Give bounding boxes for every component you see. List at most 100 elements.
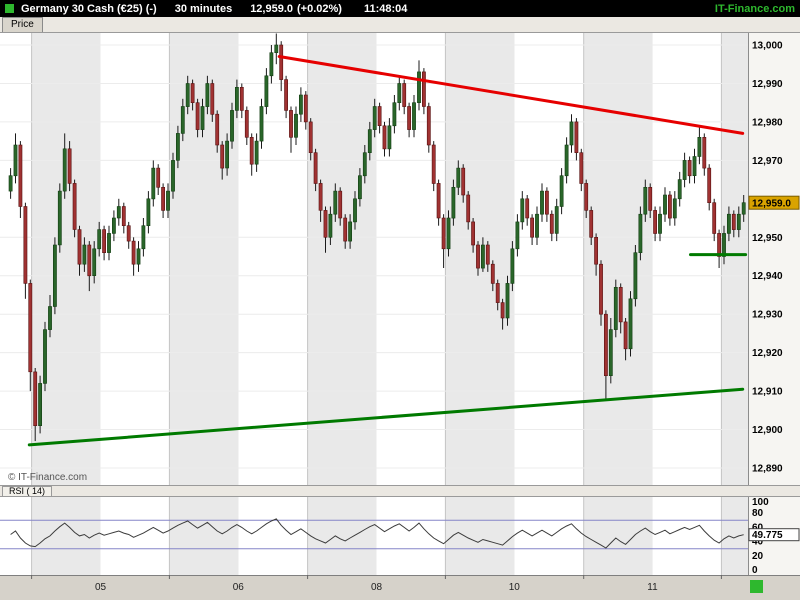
price-pane[interactable]: 13,000 12,990 12,980 12,970 12,950 12,940 12,9… <box>0 33 800 485</box>
candle <box>377 106 382 127</box>
candle <box>382 125 387 150</box>
candle <box>8 175 13 192</box>
candle <box>599 263 603 315</box>
last-price: 12,959.0 <box>250 2 294 15</box>
candle <box>107 233 111 253</box>
candle <box>638 213 643 253</box>
candle <box>574 121 579 154</box>
candle <box>653 210 658 234</box>
tab-rsi[interactable]: RSI ( 14) <box>2 485 53 497</box>
clock: 11:48:04 <box>363 2 408 15</box>
candle <box>412 102 416 130</box>
brand-link[interactable]: IT-Finance.com <box>714 2 795 15</box>
candle <box>264 75 269 107</box>
candle <box>67 148 72 184</box>
candle <box>102 229 107 254</box>
time-axis[interactable]: 05 06 08 10 11 <box>0 575 800 600</box>
candle <box>151 167 156 200</box>
candle <box>357 175 362 200</box>
candle <box>426 106 431 146</box>
price-axis: 13,000 12,990 12,980 12,970 12,950 12,940 12,9… <box>748 33 800 485</box>
candle <box>712 202 717 234</box>
candle <box>38 383 43 426</box>
candle <box>407 106 412 130</box>
candlestick-series <box>8 33 746 442</box>
price-axis-label: 12,910 <box>752 387 783 398</box>
candle <box>500 302 505 319</box>
candle <box>495 283 500 303</box>
support-trendline[interactable] <box>27 387 745 447</box>
candle <box>658 213 662 234</box>
candle <box>569 121 574 146</box>
candle <box>618 287 623 323</box>
time-axis-label: 06 <box>233 582 245 593</box>
candle <box>421 71 426 107</box>
price-axis-label: 12,890 <box>752 464 783 475</box>
candle <box>372 106 377 130</box>
brand-mark <box>750 580 763 593</box>
candle <box>672 198 677 219</box>
quote-group: 12,959.0 (+0.02%) <box>250 3 346 15</box>
candle <box>235 86 239 111</box>
rsi-axis-label: 60 <box>752 522 764 533</box>
rsi-series <box>10 518 744 549</box>
candle <box>210 83 215 115</box>
candle <box>254 140 259 165</box>
rsi-axis-label: 20 <box>752 551 764 562</box>
candle <box>535 213 539 238</box>
candle <box>687 160 692 177</box>
candle <box>362 152 367 177</box>
candle <box>348 221 353 242</box>
candle <box>141 225 146 250</box>
time-axis-label: 08 <box>371 582 383 593</box>
candle <box>328 213 333 238</box>
candle <box>52 244 57 307</box>
price-axis-label: 12,930 <box>752 310 783 321</box>
rsi-guides <box>0 519 748 550</box>
candle <box>677 179 682 200</box>
candle <box>220 144 225 169</box>
candle <box>318 183 323 211</box>
candle <box>540 190 544 215</box>
candle <box>510 248 515 284</box>
candle <box>584 183 589 211</box>
svg-text:49.775: 49.775 <box>752 530 783 541</box>
candle <box>663 194 667 215</box>
candle <box>594 237 599 265</box>
candle <box>303 94 308 123</box>
price-axis-label: 12,980 <box>752 117 783 128</box>
candle <box>697 137 702 157</box>
candle <box>515 221 520 250</box>
resistance-trendline[interactable] <box>277 55 745 135</box>
candle <box>441 217 446 250</box>
candle <box>298 94 303 115</box>
trendlines[interactable] <box>27 55 748 447</box>
candle <box>195 102 200 130</box>
candle <box>230 110 234 142</box>
candle <box>131 240 136 265</box>
candle <box>736 213 741 230</box>
candle <box>682 160 687 180</box>
candle <box>466 194 471 223</box>
candle <box>205 83 210 107</box>
header-bar: Germany 30 Cash (€25) (-) 30 minutes 12,… <box>0 0 800 17</box>
candle <box>722 233 726 257</box>
candle <box>480 244 485 269</box>
candle <box>456 167 461 188</box>
candle <box>554 206 559 234</box>
price-axis-label: 13,000 <box>752 41 783 52</box>
candle <box>171 160 175 192</box>
candle <box>549 213 554 234</box>
tab-price[interactable]: Price <box>2 17 43 32</box>
candle <box>190 83 195 104</box>
time-axis-label: 05 <box>95 582 107 593</box>
candle <box>249 137 254 165</box>
rsi-line <box>10 518 744 549</box>
candle <box>28 283 33 373</box>
candle <box>741 202 746 215</box>
candle <box>490 263 495 284</box>
candle <box>559 175 564 207</box>
candle <box>308 121 313 154</box>
candle <box>33 371 38 426</box>
